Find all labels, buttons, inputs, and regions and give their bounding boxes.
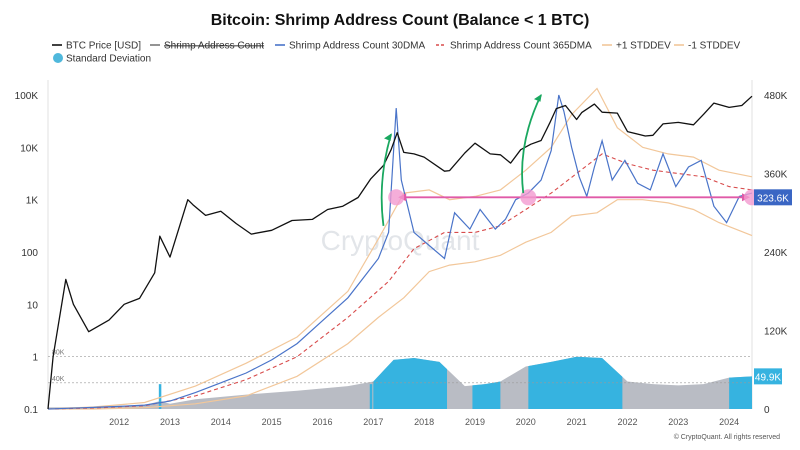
y-left-tick-label: 10K — [20, 143, 38, 154]
y-right-tick-label: 120K — [764, 327, 788, 338]
chart-title: Bitcoin: Shrimp Address Count (Balance <… — [211, 12, 590, 29]
stddev-highlight-period — [528, 356, 623, 409]
reference-lines-layer: 80K 40K — [48, 350, 752, 384]
x-tick-label: 2012 — [109, 417, 129, 427]
watermark-text: CryptoQuant — [321, 225, 480, 256]
highlight-circle — [388, 189, 405, 206]
title-layer: Bitcoin: Shrimp Address Count (Balance <… — [211, 12, 590, 29]
x-tick-label: 2024 — [719, 417, 739, 427]
stddev-highlight-period — [472, 381, 501, 409]
x-tick-label: 2013 — [160, 417, 180, 427]
legend-label: -1 STDDEV — [688, 41, 741, 52]
surge-arrowhead — [533, 93, 542, 102]
legend-layer: BTC Price [USD] Shrimp Address Count Shrim… — [52, 41, 741, 65]
x-tick-label: 2019 — [465, 417, 485, 427]
y-left-tick-label: 1K — [26, 196, 39, 207]
annotation-layer — [380, 93, 760, 226]
ref-line-label: 80K — [52, 350, 65, 357]
surge-arrow — [521, 94, 542, 194]
highlight-circle — [520, 189, 537, 206]
x-tick-label: 2021 — [567, 417, 587, 427]
legend-label: BTC Price [USD] — [66, 41, 141, 52]
series-shrimp-365dma — [47, 153, 753, 410]
series-btc-price — [47, 95, 753, 410]
highlight-value-badge — [754, 189, 792, 206]
x-tick-label: 2014 — [211, 417, 231, 427]
legend-label: Shrimp Address Count 365DMA — [450, 41, 592, 52]
series-minus-1-stddev — [48, 199, 753, 410]
x-tick-label: 2022 — [617, 417, 637, 427]
watermark-layer: CryptoQuant — [321, 225, 480, 256]
surge-arrowhead — [384, 133, 392, 141]
x-tick-label: 2020 — [516, 417, 536, 427]
x-tick-label: 2015 — [262, 417, 282, 427]
series-plus-1-stddev — [47, 87, 753, 410]
series-layer — [47, 87, 753, 410]
legend-dot-standard-deviation — [53, 53, 63, 63]
y-right-tick-label: 240K — [764, 248, 788, 259]
x-tick-label: 2018 — [414, 417, 434, 427]
credit-text: © CryptoQuant. All rights reserved — [674, 433, 780, 441]
stddev-value-badge — [754, 368, 782, 385]
y-left-tick-label: 100 — [21, 248, 38, 259]
y-left-tick-label: 10 — [27, 300, 39, 311]
legend-label: +1 STDDEV — [616, 41, 671, 52]
y-left-tick-label: 1 — [32, 353, 38, 364]
legend-label: Shrimp Address Count 30DMA — [289, 41, 426, 52]
y-left-tick-label: 100K — [15, 91, 39, 102]
stddev-tick-mark — [158, 384, 162, 409]
ref-line-label: 40K — [52, 376, 65, 383]
surge-arrow — [380, 133, 392, 226]
x-tick-label: 2016 — [312, 417, 332, 427]
stddev-highlight-period — [729, 376, 752, 409]
stddev-value-label: 49.9K — [755, 372, 781, 383]
highlight-value-label: 323.6K — [757, 193, 789, 204]
x-tick-label: 2023 — [668, 417, 688, 427]
stddev-highlight-period — [373, 358, 448, 409]
legend-label: Standard Deviation — [66, 54, 151, 65]
stddev-tick-mark — [369, 384, 373, 409]
y-right-tick-label: 0 — [764, 405, 770, 416]
y-right-tick-label: 360K — [764, 170, 788, 181]
y-right-tick-label: 480K — [764, 91, 788, 102]
series-shrimp-30dma — [47, 94, 753, 410]
y-left-tick-label: 0.1 — [24, 405, 38, 416]
axes-layer: 100K 10K 1K 100 10 1 0.1 480K 360K 240K 120K 0 2012 2… — [15, 91, 792, 441]
legend-label: Shrimp Address Count — [164, 41, 264, 52]
x-tick-label: 2017 — [363, 417, 383, 427]
